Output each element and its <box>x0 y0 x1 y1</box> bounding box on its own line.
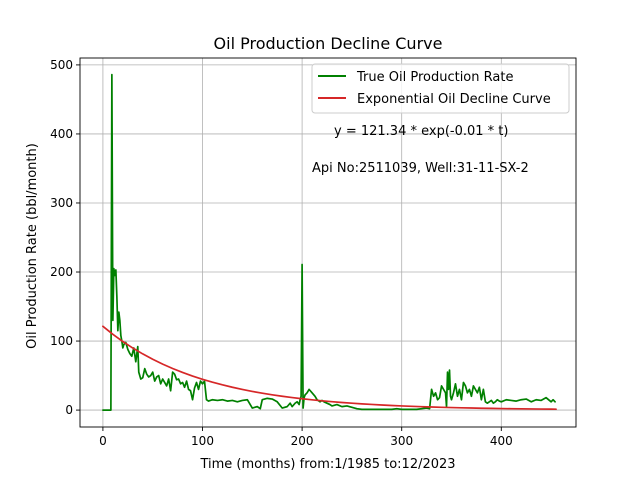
y-tick-label-200: 200 <box>50 265 73 279</box>
legend-label-exponential-fit: Exponential Oil Decline Curve <box>357 92 551 107</box>
y-tick-label-0: 0 <box>65 403 73 417</box>
plot-series <box>102 73 557 411</box>
x-tick-label-200: 200 <box>291 434 314 448</box>
x-axis-label: Time (months) from:1/1985 to:12/2023 <box>199 457 455 472</box>
series-line-true-production <box>102 73 556 411</box>
fit-equation-annotation: y = 121.34 * exp(-0.01 * t) <box>334 124 508 139</box>
y-tick-label-100: 100 <box>50 334 73 348</box>
x-tick-label-300: 300 <box>390 434 413 448</box>
well-info-annotation: Api No:2511039, Well:31-11-SX-2 <box>312 161 529 176</box>
y-axis-label: Oil Production Rate (bbl/month) <box>25 143 40 349</box>
axes: 0 100 200 300 400 0 100 200 300 400 500 <box>50 57 577 448</box>
y-tick-label-500: 500 <box>50 58 73 72</box>
chart-title: Oil Production Decline Curve <box>214 34 443 53</box>
legend-label-true-production: True Oil Production Rate <box>356 70 513 85</box>
plot-frame <box>79 57 577 428</box>
x-tick-label-100: 100 <box>191 434 214 448</box>
x-tick-label-0: 0 <box>99 434 107 448</box>
y-tick-label-400: 400 <box>50 127 73 141</box>
legend: True Oil Production Rate Exponential Oil… <box>311 63 570 114</box>
x-tick-label-400: 400 <box>490 434 513 448</box>
legend-box <box>311 63 570 114</box>
series-line-exponential-fit <box>102 325 557 411</box>
y-tick-label-300: 300 <box>50 196 73 210</box>
